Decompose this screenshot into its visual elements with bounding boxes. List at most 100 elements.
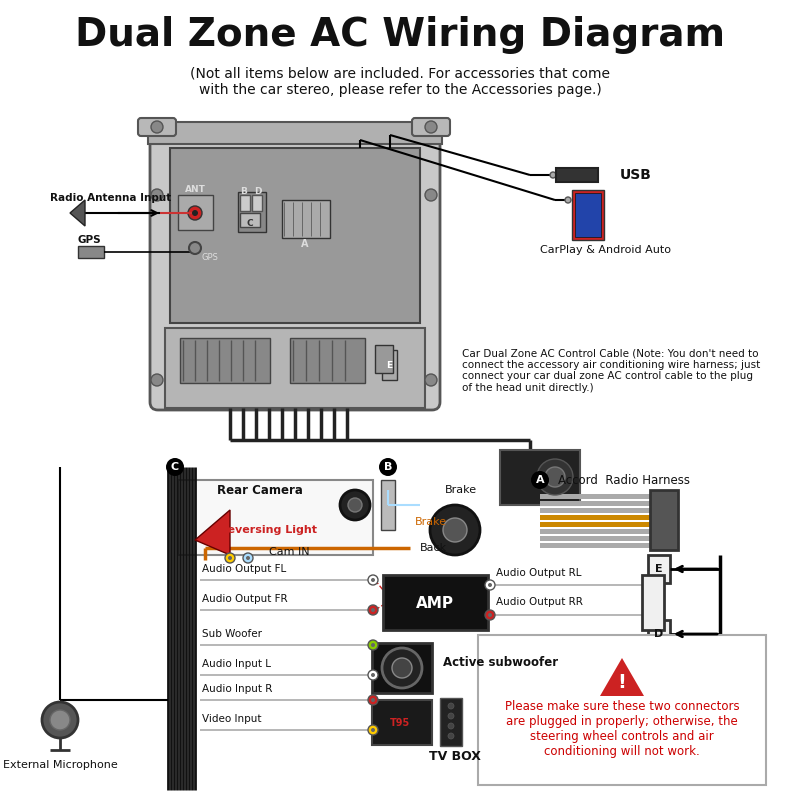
Circle shape xyxy=(371,698,375,702)
Circle shape xyxy=(425,374,437,386)
FancyBboxPatch shape xyxy=(138,118,176,136)
FancyBboxPatch shape xyxy=(572,190,604,240)
Circle shape xyxy=(243,553,253,563)
Circle shape xyxy=(379,458,397,476)
Text: Audio Output FR: Audio Output FR xyxy=(202,594,288,604)
Text: A: A xyxy=(302,239,309,249)
FancyBboxPatch shape xyxy=(372,643,432,693)
Circle shape xyxy=(348,498,362,512)
FancyBboxPatch shape xyxy=(500,450,580,505)
Circle shape xyxy=(448,733,454,739)
Circle shape xyxy=(371,643,375,647)
Text: Audio Input L: Audio Input L xyxy=(202,659,271,669)
Text: Active subwoofer: Active subwoofer xyxy=(443,657,558,670)
Polygon shape xyxy=(70,200,85,226)
Text: !: ! xyxy=(618,673,626,691)
Text: USB: USB xyxy=(620,168,652,182)
Circle shape xyxy=(371,608,375,612)
FancyBboxPatch shape xyxy=(648,555,670,583)
Text: CarPlay & Android Auto: CarPlay & Android Auto xyxy=(539,245,670,255)
Circle shape xyxy=(425,189,437,201)
FancyBboxPatch shape xyxy=(540,543,650,548)
FancyBboxPatch shape xyxy=(478,635,766,785)
Text: B: B xyxy=(384,462,392,472)
FancyBboxPatch shape xyxy=(240,195,250,211)
Text: Radio Antenna Input: Radio Antenna Input xyxy=(50,193,171,203)
Text: E: E xyxy=(386,361,392,370)
Circle shape xyxy=(392,658,412,678)
Text: Please make sure these two connectors
are plugged in properly; otherwise, the
st: Please make sure these two connectors ar… xyxy=(505,700,739,758)
Text: Audio Output RR: Audio Output RR xyxy=(496,597,583,607)
Text: GPS: GPS xyxy=(78,235,102,245)
Text: Dual Zone AC Wiring Diagram: Dual Zone AC Wiring Diagram xyxy=(75,16,725,54)
Circle shape xyxy=(340,490,370,520)
Text: AMP: AMP xyxy=(416,595,454,610)
Text: E: E xyxy=(655,564,663,574)
FancyBboxPatch shape xyxy=(375,345,393,373)
Circle shape xyxy=(188,206,202,220)
Circle shape xyxy=(368,695,378,705)
Circle shape xyxy=(545,467,565,487)
Circle shape xyxy=(531,471,549,489)
Text: Car Dual Zone AC Control Cable (Note: You don't need to
connect the accessory ai: Car Dual Zone AC Control Cable (Note: Yo… xyxy=(462,348,760,393)
Circle shape xyxy=(448,703,454,709)
Circle shape xyxy=(189,242,201,254)
Text: T95: T95 xyxy=(390,718,410,728)
Text: Accord  Radio Harness: Accord Radio Harness xyxy=(558,474,690,486)
Text: Video Input: Video Input xyxy=(202,714,262,724)
Circle shape xyxy=(225,553,235,563)
FancyBboxPatch shape xyxy=(180,338,270,383)
Circle shape xyxy=(50,710,70,730)
Circle shape xyxy=(425,121,437,133)
FancyBboxPatch shape xyxy=(240,213,260,227)
Circle shape xyxy=(151,121,163,133)
Text: B: B xyxy=(241,186,247,195)
Circle shape xyxy=(368,640,378,650)
FancyBboxPatch shape xyxy=(650,490,678,550)
FancyBboxPatch shape xyxy=(540,501,650,506)
FancyBboxPatch shape xyxy=(178,195,213,230)
Circle shape xyxy=(246,556,250,560)
FancyBboxPatch shape xyxy=(556,168,598,182)
Text: GPS: GPS xyxy=(202,254,218,262)
Circle shape xyxy=(192,210,198,216)
FancyBboxPatch shape xyxy=(540,515,650,520)
Circle shape xyxy=(443,518,467,542)
Text: Audio Output RL: Audio Output RL xyxy=(496,568,582,578)
Circle shape xyxy=(485,610,495,620)
Circle shape xyxy=(166,458,184,476)
FancyBboxPatch shape xyxy=(540,536,650,541)
FancyBboxPatch shape xyxy=(382,350,397,380)
Circle shape xyxy=(382,648,422,688)
FancyBboxPatch shape xyxy=(165,328,425,408)
FancyBboxPatch shape xyxy=(648,620,670,648)
Circle shape xyxy=(488,613,492,617)
Text: A: A xyxy=(536,475,544,485)
Circle shape xyxy=(368,605,378,615)
Text: Cam IN: Cam IN xyxy=(270,547,310,557)
Text: Reversing Light: Reversing Light xyxy=(219,525,317,535)
Circle shape xyxy=(550,172,556,178)
Text: Brake: Brake xyxy=(445,485,477,495)
Text: Audio Input R: Audio Input R xyxy=(202,684,272,694)
FancyBboxPatch shape xyxy=(78,246,104,258)
Text: D: D xyxy=(254,186,262,195)
FancyBboxPatch shape xyxy=(238,192,266,232)
Text: D: D xyxy=(654,629,664,639)
Text: C: C xyxy=(171,462,179,472)
Text: (Not all items below are included. For accessories that come
with the car stereo: (Not all items below are included. For a… xyxy=(190,67,610,97)
Circle shape xyxy=(368,575,378,585)
FancyBboxPatch shape xyxy=(150,125,440,410)
FancyBboxPatch shape xyxy=(412,118,450,136)
Circle shape xyxy=(485,580,495,590)
Text: Sub Woofer: Sub Woofer xyxy=(202,629,262,639)
Polygon shape xyxy=(195,510,230,555)
FancyBboxPatch shape xyxy=(148,122,442,144)
Circle shape xyxy=(368,725,378,735)
Circle shape xyxy=(448,713,454,719)
FancyBboxPatch shape xyxy=(540,494,650,499)
FancyBboxPatch shape xyxy=(383,575,488,630)
Circle shape xyxy=(368,670,378,680)
Text: Brake: Brake xyxy=(415,517,447,527)
Polygon shape xyxy=(600,658,644,696)
